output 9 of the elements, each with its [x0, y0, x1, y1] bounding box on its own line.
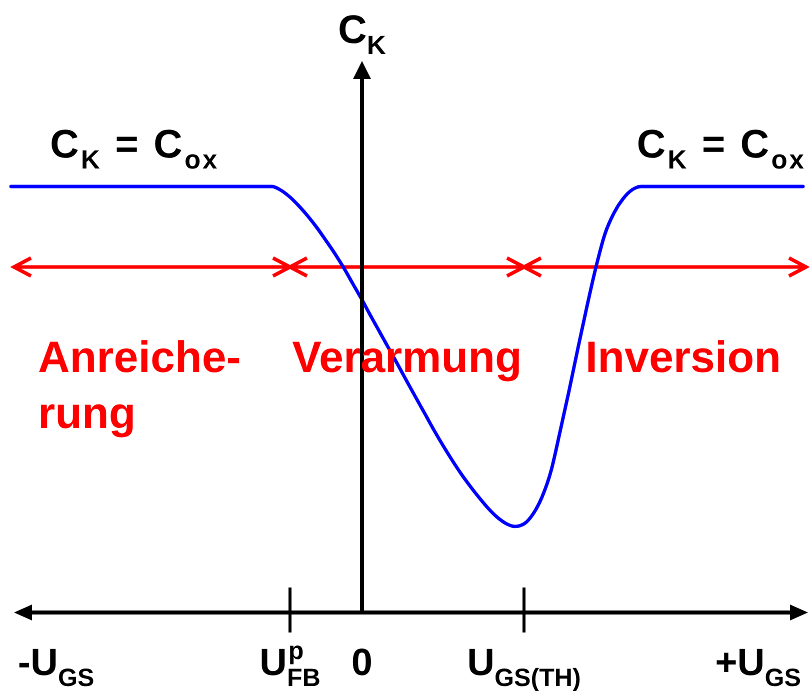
x-tick-label: -U$_{GS}$	[18, 642, 94, 691]
x-tick-label: 0	[351, 642, 373, 684]
x-tick-label: U$_{GS(TH)}$	[467, 642, 581, 691]
y-axis-title: C$_{K}$	[338, 8, 386, 60]
annotation: C$_{K}$ = C$_{ox}$	[50, 122, 220, 175]
annotation: Inversion	[585, 333, 781, 382]
annotation: C$_{K}$ = C$_{ox}$	[636, 122, 806, 175]
x-tick-label: +U$_{GS}$	[715, 642, 801, 691]
annotation: Anreiche- rung	[38, 333, 241, 438]
